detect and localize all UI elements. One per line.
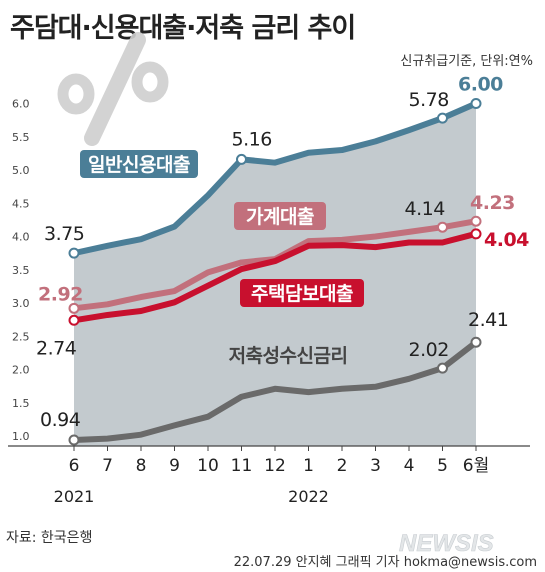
x-tick-label: 12	[264, 456, 286, 476]
watermark-text: NEWSIS	[399, 530, 494, 556]
percent-symbol-icon	[57, 32, 169, 146]
series-name-box-credit	[80, 150, 198, 178]
x-tick-label: 4	[404, 456, 415, 476]
series-name-credit: 일반신용대출	[88, 154, 190, 176]
data-label-savings: 2.41	[468, 309, 508, 331]
data-point-marker	[437, 112, 448, 124]
series-line-savings	[71, 339, 479, 443]
series-name-box-mortgage	[240, 279, 364, 307]
data-point-marker	[236, 153, 247, 165]
data-label-mortgage: 4.04	[484, 229, 529, 251]
credit-loan-area	[74, 103, 476, 446]
data-label-household: 2.92	[38, 283, 83, 305]
y-tick-label: 2.5	[12, 330, 30, 343]
y-tick-label: 2.0	[12, 364, 30, 377]
x-tick-label: 7	[102, 456, 113, 476]
data-label-savings: 2.02	[409, 339, 449, 361]
y-tick-label: 3.0	[12, 297, 30, 310]
series-name-mortgage: 주택담보대출	[251, 283, 353, 305]
data-point-marker	[437, 362, 448, 374]
series-line-credit	[71, 100, 479, 257]
y-tick-label: 3.5	[12, 264, 30, 277]
unit-note: 신규취급기준, 단위:연%	[400, 54, 533, 69]
y-tick-label: 4.0	[12, 231, 30, 244]
data-label-credit: 5.78	[409, 89, 449, 111]
percent-ring-left	[57, 73, 95, 115]
data-point-marker	[470, 98, 482, 109]
percent-ring-right	[131, 61, 169, 103]
data-label-credit: 3.75	[44, 223, 84, 245]
data-label-savings: 0.94	[40, 409, 81, 431]
x-tick-label: 6	[69, 456, 80, 476]
chart-canvas: 1.0 1.5 2.0 2.5 3.0 3.5 4.0 4.5 5.0 5.5 6.0 6 7 8 9 10 1…	[8, 32, 530, 506]
x-tick-label: 10	[197, 456, 219, 476]
y-tick-label: 1.0	[12, 430, 30, 443]
year-label-2022: 2022	[288, 487, 329, 506]
x-tick-label: 3	[370, 456, 381, 476]
y-tick-label: 5.5	[12, 131, 30, 144]
x-tick-label: 8	[136, 456, 147, 476]
graphic-credit: 22.07.29 안지혜 그래픽 기자 hokma@newsis.com	[233, 555, 537, 570]
x-tick-label: 9	[169, 456, 180, 476]
x-tick-label: 6월	[463, 456, 489, 476]
data-point-marker	[68, 314, 80, 326]
data-label-household: 4.14	[405, 198, 446, 220]
y-tick-label: 4.5	[12, 197, 30, 210]
series-name-household: 가계대출	[246, 206, 314, 228]
source-note: 자료: 한국은행	[6, 530, 93, 546]
x-tick-label: 2	[337, 456, 348, 476]
x-tick-label: 11	[231, 456, 253, 476]
data-label-mortgage: 2.74	[36, 337, 77, 359]
chart-title: 주담대·신용대출·저축 금리 추이	[10, 13, 356, 44]
x-tick-label: 5	[437, 456, 448, 476]
y-tick-label: 6.0	[12, 98, 30, 111]
data-point-marker	[68, 247, 80, 259]
series-name-savings: 저축성수신금리	[229, 345, 348, 367]
year-label-2021: 2021	[54, 487, 95, 506]
data-point-marker	[470, 215, 482, 227]
y-tick-label: 5.0	[12, 164, 30, 177]
series-name-box-household	[234, 202, 326, 230]
x-tick-label: 1	[303, 456, 314, 476]
percent-slash	[84, 32, 146, 146]
data-label-credit: 5.16	[232, 128, 272, 150]
y-tick-label: 1.5	[12, 397, 30, 410]
data-label-credit: 6.00	[458, 74, 503, 96]
series-line-mortgage	[71, 230, 479, 324]
data-point-marker	[68, 302, 80, 314]
data-point-marker	[437, 221, 448, 233]
data-label-household: 4.23	[470, 192, 515, 214]
data-point-marker	[470, 336, 482, 348]
newsis-watermark: NEWSIS	[399, 530, 494, 556]
data-point-marker	[470, 228, 482, 240]
data-point-marker	[68, 434, 80, 446]
